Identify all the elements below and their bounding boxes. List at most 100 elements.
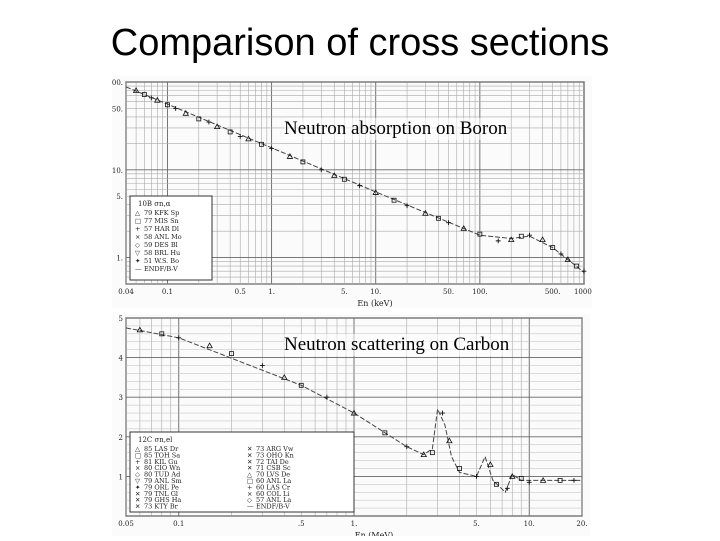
y-tick-label: 10.: [112, 167, 123, 175]
legend-entry: 60 LAS Cr: [256, 483, 291, 491]
endf-b-v-curve: [125, 86, 585, 273]
data-point: [154, 96, 161, 103]
data-point: [382, 430, 388, 436]
legend-entry: 73 ARG Vw: [256, 445, 294, 453]
y-tick-label: 5.: [116, 193, 123, 201]
x-tick-label: 10.: [370, 288, 381, 296]
boron-cross-section-chart: 0.04 0.1 0.5 1. 5. 10. 50. 100. 500. 1000. 100. 50.…: [103, 79, 594, 308]
legend-marker: ×: [135, 464, 140, 472]
data-point: [404, 203, 410, 209]
y-tick-label: 2: [119, 434, 123, 442]
data-point: [330, 172, 338, 178]
data-point: [259, 141, 264, 147]
legend-marker: □: [135, 451, 141, 459]
y-tick-label: 3: [119, 394, 123, 402]
data-point: [182, 109, 190, 116]
y-tick-label: 1: [119, 473, 123, 481]
data-point: [526, 479, 532, 485]
data-point: [436, 215, 441, 221]
y-tick-label: 100.: [112, 79, 123, 87]
legend-entry: 79 ANL Sm: [144, 477, 182, 485]
legend-marker: ✕: [247, 458, 252, 466]
data-point: [227, 129, 233, 135]
legend-entry: 80 CIO Wn: [144, 464, 180, 472]
data-point: [206, 342, 213, 349]
legend-header: 12C σn,el: [138, 436, 173, 444]
legend-entry: 73 KTY Br: [144, 503, 179, 511]
legend-entry: 85 TOH Sa: [144, 451, 180, 459]
data-point: [176, 335, 182, 341]
legend-marker: ✕: [135, 490, 140, 498]
legend-marker: +: [135, 225, 140, 233]
legend-entry: 79 TNL Gl: [144, 490, 178, 498]
legend-marker: □: [135, 217, 141, 225]
legend-entry: 59 DES Bl: [144, 241, 178, 249]
legend-entry: 60 COL Li: [256, 490, 289, 498]
legend-entry: 71 CSB Sc: [256, 464, 291, 472]
x-tick-label: 0.1: [173, 520, 184, 528]
data-point: [245, 135, 252, 142]
data-point: [507, 236, 515, 243]
data-point: [136, 326, 144, 333]
data-point: [495, 238, 501, 244]
data-point: [474, 474, 479, 479]
data-point: [420, 451, 428, 458]
legend-box: [129, 195, 213, 281]
data-point: [558, 251, 564, 257]
data-point: [446, 220, 451, 226]
data-point: [457, 466, 462, 471]
data-point: [518, 233, 524, 239]
data-point: [571, 477, 577, 483]
legend-entry: 72 TAI De: [256, 458, 289, 466]
data-point: [141, 92, 147, 97]
data-point: [550, 245, 556, 250]
data-point: [206, 119, 212, 125]
data-point: [350, 409, 358, 416]
x-axis-label: En (MeV): [355, 531, 393, 536]
data-point: [539, 476, 547, 483]
legend-marker: △: [135, 209, 140, 217]
boron-chart-panel: 0.04 0.1 0.5 1. 5. 10. 50. 100. 500. 1000. 100. 50.…: [103, 76, 594, 308]
x-tick-label: 0.5: [235, 288, 246, 296]
legend-entry: 80 TUD Ad: [144, 471, 180, 479]
legend-marker: ×: [247, 490, 252, 498]
legend-entry: 79 KFK Sp: [144, 209, 179, 217]
legend-entry: 85 LAS Dr: [144, 445, 179, 453]
x-tick-label: 1000.: [574, 288, 592, 296]
data-point: [269, 146, 274, 151]
legend-marker: —: [135, 265, 142, 273]
legend-header: 10B σn,α: [138, 200, 171, 208]
data-point: [460, 224, 468, 231]
legend-marker: ▽: [135, 477, 140, 485]
x-tick-label: 5.: [473, 520, 480, 528]
x-tick-label: 0.05: [118, 520, 134, 528]
x-tick-label: 0.1: [162, 288, 173, 296]
data-point: [286, 153, 294, 159]
data-point: [446, 437, 453, 444]
legend-entry: 58 BRL Hu: [144, 249, 180, 257]
legend-marker: ✕: [135, 496, 140, 504]
legend-entry: 57 HAR Dl: [144, 225, 179, 233]
x-tick-label: .5: [298, 520, 305, 528]
data-point: [318, 167, 324, 173]
x-tick-label: 1.: [351, 520, 358, 528]
data-point: [508, 472, 516, 479]
data-point: [132, 87, 140, 93]
legend-marker: ✕: [135, 503, 140, 511]
data-point: [173, 106, 179, 111]
legend-marker: △: [247, 471, 252, 479]
data-point: [196, 116, 202, 122]
x-tick-label: 100.: [472, 288, 488, 296]
data-point: [440, 410, 445, 416]
data-point: [494, 481, 499, 487]
x-tick-label: 50.: [443, 288, 454, 296]
data-point: [298, 382, 304, 388]
chart-caption-carbon: Neutron scattering on Carbon: [284, 334, 510, 356]
legend-entry: 51 W.S. Bo: [144, 257, 179, 265]
legend-marker: +: [135, 458, 140, 466]
x-tick-label: 0.04: [118, 288, 134, 296]
legend-entry: 81 KIL Gu: [144, 458, 178, 466]
legend-entry: ENDF/B-V: [144, 265, 178, 273]
x-tick-label: 1.: [268, 288, 275, 296]
legend-marker: △: [135, 445, 140, 453]
